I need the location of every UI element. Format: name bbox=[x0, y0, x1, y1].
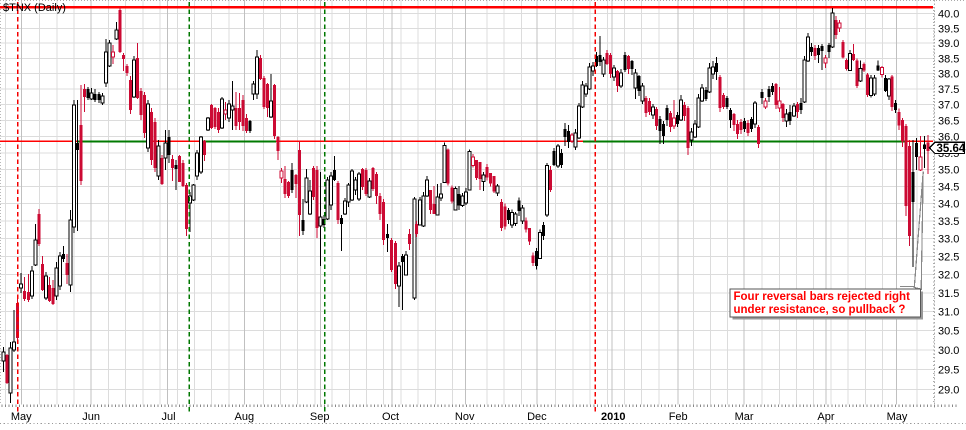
svg-text:Mar: Mar bbox=[735, 411, 754, 423]
svg-text:35.64: 35.64 bbox=[937, 143, 966, 155]
svg-text:31.0: 31.0 bbox=[938, 307, 959, 319]
svg-text:Aug: Aug bbox=[235, 411, 255, 423]
svg-text:Jul: Jul bbox=[162, 411, 176, 423]
svg-text:Dec: Dec bbox=[527, 411, 547, 423]
svg-text:32.0: 32.0 bbox=[938, 270, 959, 282]
svg-text:33.0: 33.0 bbox=[938, 234, 959, 246]
svg-text:29.0: 29.0 bbox=[938, 385, 959, 397]
svg-text:29.5: 29.5 bbox=[938, 365, 959, 377]
svg-text:$TNX (Daily): $TNX (Daily) bbox=[3, 2, 66, 14]
svg-text:38.0: 38.0 bbox=[938, 69, 959, 81]
svg-text:36.0: 36.0 bbox=[938, 132, 959, 144]
svg-text:34.5: 34.5 bbox=[938, 182, 959, 194]
svg-text:33.5: 33.5 bbox=[938, 216, 959, 228]
svg-text:37.5: 37.5 bbox=[938, 84, 959, 96]
svg-text:Four reversal bars rejected ri: Four reversal bars rejected right bbox=[734, 291, 911, 303]
svg-text:Feb: Feb bbox=[669, 411, 688, 423]
svg-text:Nov: Nov bbox=[455, 411, 475, 423]
svg-text:34.0: 34.0 bbox=[938, 199, 959, 211]
svg-text:May: May bbox=[11, 411, 32, 423]
svg-text:39.5: 39.5 bbox=[938, 23, 959, 35]
svg-text:31.5: 31.5 bbox=[938, 288, 959, 300]
svg-text:2010: 2010 bbox=[601, 411, 625, 423]
svg-text:Sep: Sep bbox=[310, 411, 330, 423]
svg-text:May: May bbox=[887, 411, 908, 423]
svg-text:under resistance, so pullback: under resistance, so pullback ? bbox=[734, 304, 906, 316]
svg-text:38.5: 38.5 bbox=[938, 53, 959, 65]
svg-text:40.0: 40.0 bbox=[938, 9, 959, 21]
svg-text:36.5: 36.5 bbox=[938, 116, 959, 128]
svg-text:32.5: 32.5 bbox=[938, 251, 959, 263]
svg-text:35.0: 35.0 bbox=[938, 165, 959, 177]
svg-text:Oct: Oct bbox=[382, 411, 399, 423]
svg-text:37.0: 37.0 bbox=[938, 100, 959, 112]
svg-text:Jun: Jun bbox=[82, 411, 100, 423]
svg-text:30.0: 30.0 bbox=[938, 345, 959, 357]
svg-text:30.5: 30.5 bbox=[938, 326, 959, 338]
svg-text:Apr: Apr bbox=[817, 411, 834, 423]
svg-text:39.0: 39.0 bbox=[938, 38, 959, 50]
